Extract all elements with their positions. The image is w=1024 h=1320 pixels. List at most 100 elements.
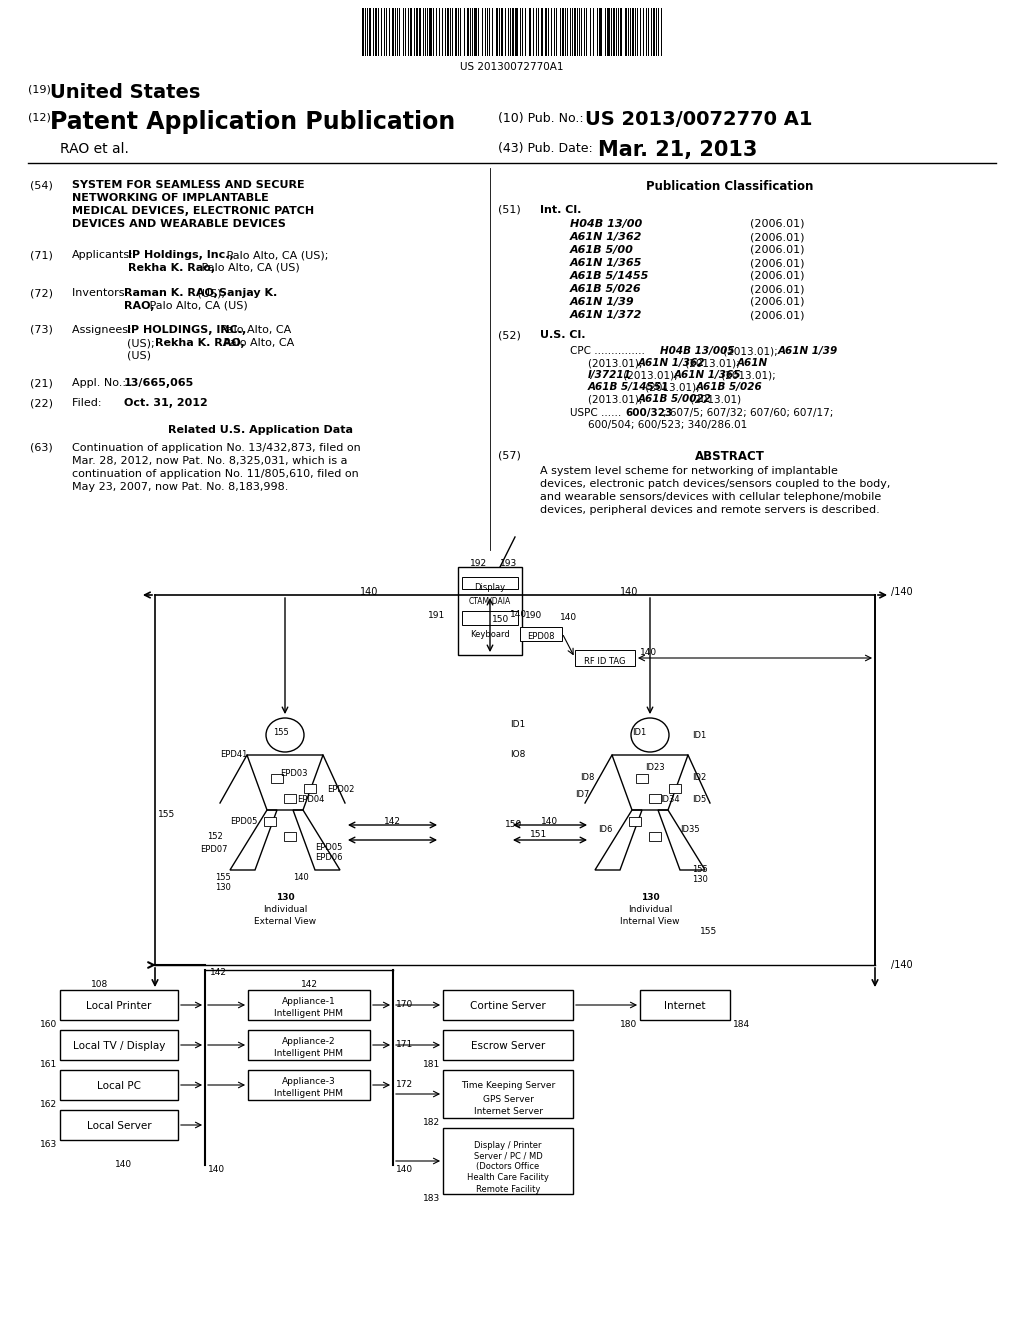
Text: ID5: ID5 (692, 795, 707, 804)
Text: 140: 140 (542, 817, 558, 826)
Text: 171: 171 (396, 1040, 414, 1049)
Text: Time Keeping Server: Time Keeping Server (461, 1081, 555, 1090)
Text: 192: 192 (470, 558, 487, 568)
Bar (501, 8, 503, 55)
Text: A61B 5/1455: A61B 5/1455 (570, 271, 649, 281)
Text: 152: 152 (207, 832, 223, 841)
Text: Appliance-1: Appliance-1 (283, 997, 336, 1006)
Text: Palo Alto, CA (US): Palo Alto, CA (US) (198, 263, 300, 273)
Text: (2013.01);: (2013.01); (588, 358, 646, 368)
Text: 150: 150 (505, 820, 522, 829)
Text: 155: 155 (700, 927, 717, 936)
Text: A61N 1/372: A61N 1/372 (570, 310, 642, 319)
Text: (2013.01);: (2013.01); (683, 358, 743, 368)
Bar (248, 1071, 370, 1100)
Text: Server / PC / MD: Server / PC / MD (474, 1151, 543, 1160)
Text: A61N 1/39: A61N 1/39 (778, 346, 839, 356)
Text: 600/504; 600/523; 340/286.01: 600/504; 600/523; 340/286.01 (588, 420, 748, 430)
Text: Rekha K. RAO,: Rekha K. RAO, (155, 338, 245, 348)
Bar (443, 990, 573, 1020)
Bar (632, 8, 634, 55)
Text: (2006.01): (2006.01) (750, 284, 805, 294)
Text: Inventors:: Inventors: (72, 288, 132, 298)
Text: Filed:: Filed: (72, 399, 126, 408)
Text: Intelligent PHM: Intelligent PHM (274, 1010, 343, 1019)
Text: May 23, 2007, now Pat. No. 8,183,998.: May 23, 2007, now Pat. No. 8,183,998. (72, 482, 289, 492)
Text: Health Care Facility: Health Care Facility (467, 1173, 549, 1183)
Bar (649, 832, 662, 841)
Text: 184: 184 (733, 1020, 751, 1030)
Text: ID7: ID7 (575, 789, 590, 799)
Text: A61N: A61N (736, 358, 768, 368)
Text: (51): (51) (498, 205, 521, 215)
Bar (362, 8, 364, 55)
Text: 140: 140 (510, 610, 527, 619)
Text: (52): (52) (498, 330, 521, 341)
Text: (2006.01): (2006.01) (750, 271, 805, 281)
Text: CPC ...............: CPC ............... (570, 346, 648, 356)
Text: 170: 170 (396, 1001, 414, 1008)
Text: (43) Pub. Date:: (43) Pub. Date: (498, 143, 593, 154)
Text: 130: 130 (641, 894, 659, 902)
Text: (73): (73) (30, 325, 53, 335)
Text: RF ID TAG: RF ID TAG (585, 657, 626, 667)
Text: (2006.01): (2006.01) (750, 232, 805, 242)
Text: 150: 150 (492, 615, 509, 624)
Text: A61N 1/365: A61N 1/365 (570, 257, 642, 268)
Text: 191: 191 (428, 611, 445, 620)
Text: (54): (54) (30, 180, 53, 190)
Text: and wearable sensors/devices with cellular telephone/mobile: and wearable sensors/devices with cellul… (540, 492, 882, 502)
Text: /140: /140 (891, 587, 912, 597)
Ellipse shape (631, 718, 669, 752)
Bar (264, 817, 276, 826)
Text: Publication Classification: Publication Classification (646, 180, 814, 193)
Text: 130: 130 (692, 875, 708, 884)
Bar (515, 8, 518, 55)
Text: (57): (57) (498, 450, 521, 459)
Bar (599, 8, 602, 55)
Bar (541, 8, 543, 55)
Text: ID6: ID6 (598, 825, 612, 834)
Text: EPD08: EPD08 (527, 632, 555, 642)
Text: Patent Application Publication: Patent Application Publication (50, 110, 456, 135)
Text: A61B 5/00: A61B 5/00 (570, 246, 634, 255)
Text: RAO,: RAO, (124, 301, 155, 312)
Text: 142: 142 (300, 979, 317, 989)
Text: (2013.01): (2013.01) (687, 393, 741, 404)
Bar (620, 8, 622, 55)
Text: devices, electronic patch devices/sensors coupled to the body,: devices, electronic patch devices/sensor… (540, 479, 891, 488)
Text: MEDICAL DEVICES, ELECTRONIC PATCH: MEDICAL DEVICES, ELECTRONIC PATCH (72, 206, 314, 216)
Text: continuation of application No. 11/805,610, filed on: continuation of application No. 11/805,6… (72, 469, 358, 479)
Text: 600/323: 600/323 (625, 408, 672, 418)
Text: (2013.01);: (2013.01); (642, 381, 703, 392)
Text: (10) Pub. No.:: (10) Pub. No.: (498, 112, 588, 125)
Text: EPD04: EPD04 (297, 795, 325, 804)
Bar (375, 8, 377, 55)
Text: Assignees:: Assignees: (72, 325, 135, 335)
Text: (2013.01);: (2013.01); (720, 346, 781, 356)
Text: 181: 181 (423, 1060, 440, 1069)
Text: 163: 163 (40, 1140, 57, 1148)
Text: EPD05: EPD05 (315, 843, 342, 851)
Bar (462, 577, 518, 589)
Text: US 20130072770A1: US 20130072770A1 (460, 62, 564, 73)
Bar (529, 8, 531, 55)
Text: CTAM/DAIA: CTAM/DAIA (469, 597, 511, 606)
Bar (419, 8, 421, 55)
Bar (640, 990, 730, 1020)
Text: Intelligent PHM: Intelligent PHM (274, 1049, 343, 1059)
Bar (392, 8, 394, 55)
Bar (613, 8, 615, 55)
Text: US 2013/0072770 A1: US 2013/0072770 A1 (585, 110, 812, 129)
Text: United States: United States (50, 83, 201, 102)
Text: ID35: ID35 (680, 825, 699, 834)
Text: Individual: Individual (263, 906, 307, 913)
Text: A61B 5/14551: A61B 5/14551 (588, 381, 670, 392)
Text: 140: 140 (360, 587, 379, 597)
Text: Escrow Server: Escrow Server (471, 1041, 545, 1051)
Text: (2006.01): (2006.01) (750, 257, 805, 268)
Bar (512, 8, 514, 55)
Text: Display / Printer: Display / Printer (474, 1140, 542, 1150)
Text: ID1: ID1 (510, 719, 525, 729)
Text: 160: 160 (40, 1020, 57, 1030)
